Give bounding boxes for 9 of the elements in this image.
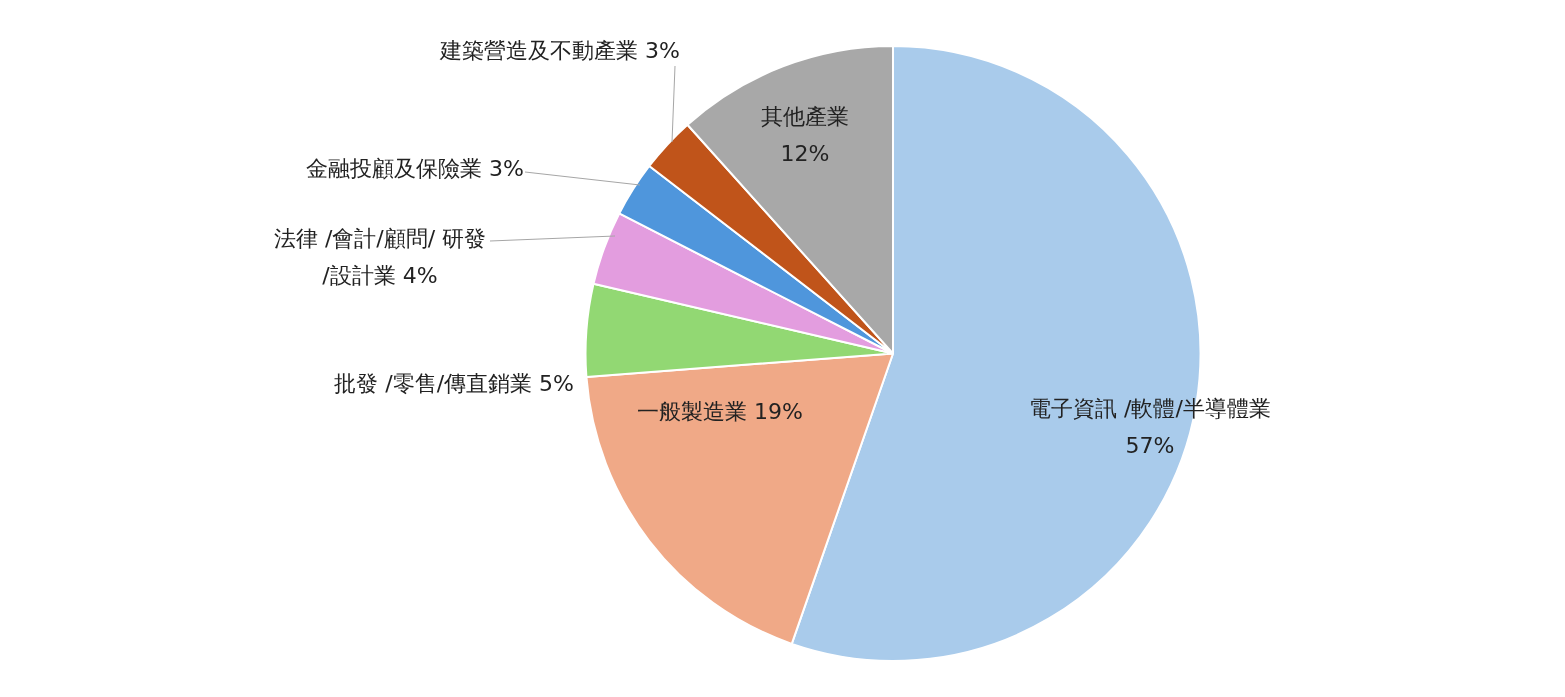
slice-label: 其他產業 [761, 103, 849, 129]
slice-label: 建築營造及不動產業 3% [439, 37, 680, 63]
slice-label: 批發 /零售/傳直銷業 5% [334, 370, 574, 396]
data-label: 12% [780, 140, 830, 166]
data-label: 57% [1125, 432, 1175, 458]
slice-label: 法律 /會計/顧問/ 研發/設計業 4% [273, 225, 487, 288]
slice-label: 一般製造業 19% [637, 398, 803, 424]
slice-label: 金融投顧及保險業 3% [306, 155, 524, 181]
slice-label: 電子資訊 /軟體/半導體業 [1029, 395, 1271, 421]
